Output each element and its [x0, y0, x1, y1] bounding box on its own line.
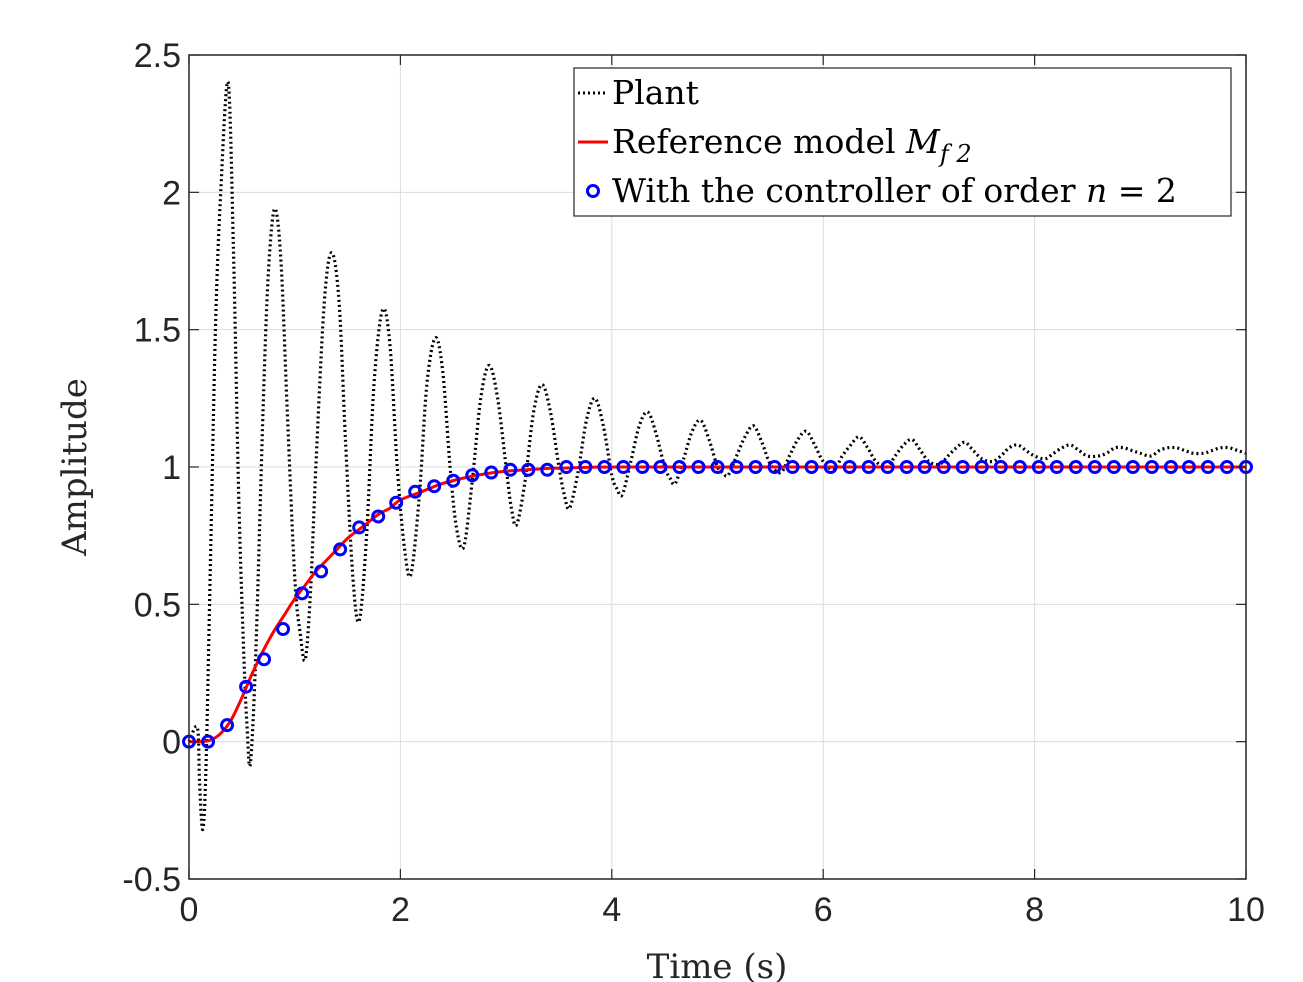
y-tick-label: 2.5: [134, 37, 181, 75]
x-tick-label: 0: [180, 891, 199, 929]
controller-point: [1144, 460, 1159, 474]
controller-point: [635, 460, 650, 474]
controller-point: [503, 462, 518, 477]
controller-point: [1106, 460, 1121, 474]
controller-point: [578, 460, 593, 474]
controller-point: [521, 462, 536, 477]
y-tick-label: 1.5: [134, 312, 181, 350]
series-reference-model: [188, 465, 1246, 744]
x-tick-label: 4: [602, 891, 621, 929]
y-axis-label: Amplitude: [55, 378, 95, 557]
controller-point: [842, 460, 857, 474]
controller-point: [1087, 460, 1102, 474]
controller-point: [1163, 460, 1178, 474]
controller-point: [1219, 460, 1234, 474]
x-tick-label: 2: [391, 891, 410, 929]
controller-point: [823, 460, 838, 474]
controller-point: [1031, 460, 1046, 474]
y-tick-label: 0.5: [134, 586, 181, 624]
controller-point: [748, 460, 763, 474]
y-tick-label: -0.5: [122, 861, 181, 899]
plant-line: [187, 80, 1247, 832]
controller-point: [672, 460, 687, 474]
x-axis-label: Time (s): [647, 947, 788, 982]
legend-controller-label: With the controller of order n = 2: [612, 171, 1177, 210]
controller-point: [767, 460, 782, 474]
legend-controller-eq: = 2: [1107, 171, 1177, 210]
controller-point: [1125, 460, 1140, 474]
legend-plant-label: Plant: [612, 73, 699, 112]
legend-reference-text: Reference model: [612, 122, 906, 161]
controller-point: [917, 460, 932, 474]
x-tick-labels: 0 2 4 6 8 10: [180, 891, 1265, 929]
controller-point: [427, 479, 442, 494]
x-tick-label: 6: [814, 891, 833, 929]
legend: Plant Reference model Mf 2 With the cont…: [573, 67, 1232, 217]
axis-ticks: [188, 54, 1247, 880]
controller-point: [710, 460, 725, 474]
controller-point: [974, 460, 989, 474]
controller-point: [352, 520, 367, 535]
controller-point: [239, 679, 254, 694]
legend-controller-swatch: [586, 184, 600, 198]
y-tick-labels: -0.5 0 0.5 1 1.5 2 2.5: [122, 37, 181, 899]
controller-point: [804, 460, 819, 474]
controller-point: [653, 460, 668, 474]
controller-point: [597, 460, 612, 474]
controller-point: [936, 460, 951, 474]
controller-point: [295, 586, 310, 601]
controller-point: [314, 564, 329, 579]
legend-controller-math: n: [1086, 171, 1107, 210]
y-tick-label: 2: [162, 174, 181, 212]
reference-model-line: [188, 465, 1246, 744]
controller-point: [729, 460, 744, 474]
controller-point: [559, 460, 574, 474]
controller-point: [220, 718, 235, 733]
legend-reference-math: M: [905, 122, 941, 161]
controller-point: [861, 460, 876, 474]
controller-point: [785, 460, 800, 474]
controller-point: [955, 460, 970, 474]
controller-point: [1181, 460, 1196, 474]
controller-point: [1012, 460, 1027, 474]
legend-box: [573, 67, 1232, 217]
controller-point: [446, 473, 461, 488]
controller-point: [1200, 460, 1215, 474]
legend-reference-label: Reference model Mf 2: [612, 122, 972, 168]
controller-point: [616, 460, 631, 474]
controller-point: [201, 734, 216, 749]
legend-controller-text: With the controller of order: [612, 171, 1086, 210]
x-tick-label: 8: [1025, 891, 1044, 929]
controller-point: [371, 509, 386, 524]
controller-point: [1049, 460, 1064, 474]
controller-point: [333, 542, 348, 557]
controller-point: [899, 460, 914, 474]
controller-point: [993, 460, 1008, 474]
controller-point: [540, 462, 555, 477]
y-tick-label: 1: [162, 449, 181, 487]
controller-point: [276, 622, 291, 637]
controller-point: [691, 460, 706, 474]
x-tick-label: 10: [1227, 891, 1265, 929]
y-tick-label: 0: [162, 724, 181, 762]
controller-point: [465, 468, 480, 483]
controller-point: [484, 465, 499, 480]
series-plant: [187, 80, 1247, 832]
controller-point: [408, 484, 423, 499]
controller-point: [389, 495, 404, 510]
controller-point: [257, 652, 272, 667]
controller-point: [1068, 460, 1083, 474]
series-controller: [182, 460, 1253, 749]
controller-point: [880, 460, 895, 474]
legend-reference-subscript: f 2: [938, 140, 972, 168]
